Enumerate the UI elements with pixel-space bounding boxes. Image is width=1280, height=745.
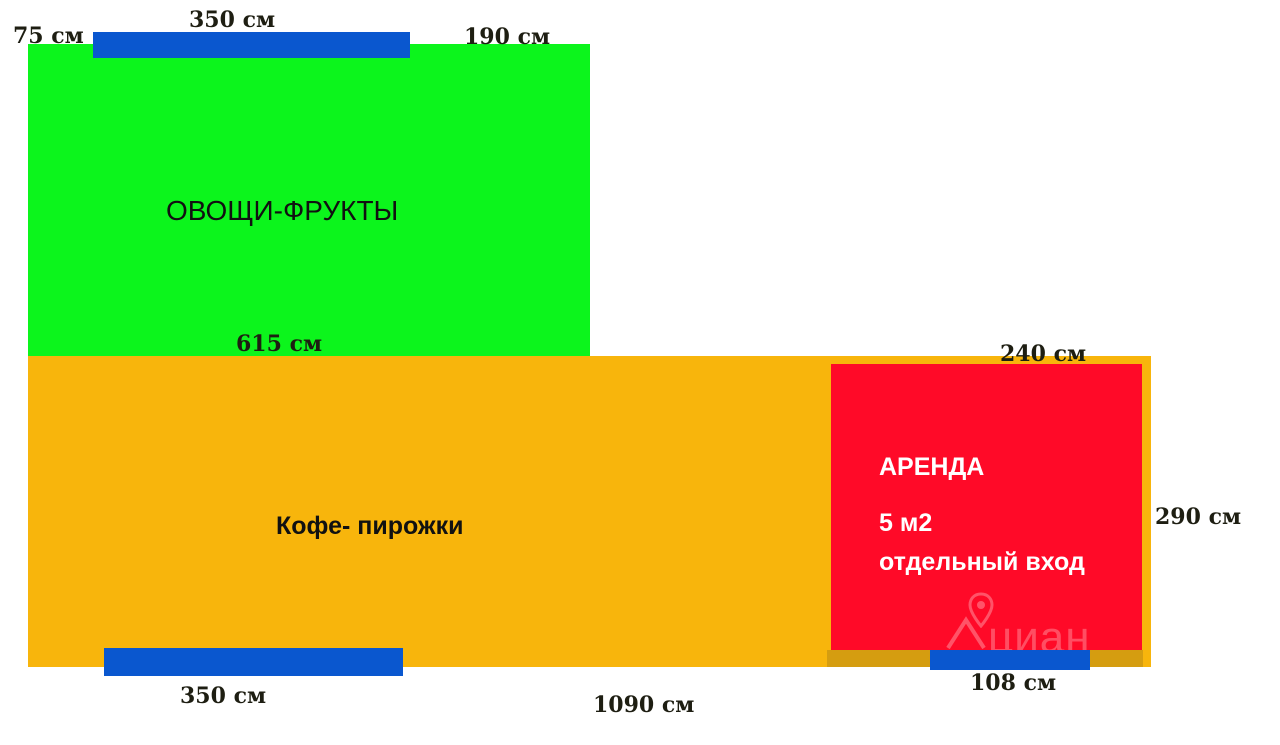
map-pin-icon [968,592,994,628]
dim-top-left-offset: 75 см [13,23,84,49]
veg-zone [28,44,590,356]
rent-zone [831,364,1142,650]
dim-rent-door: 108 см [970,670,1057,696]
door-bottom [104,648,403,676]
door-top [93,32,410,58]
rent-area: 5 м2 [879,509,933,537]
dim-right-height: 290 см [1155,504,1242,530]
dim-total-width: 1090 см [593,692,695,718]
rent-title: АРЕНДА [879,453,985,481]
dim-top-door: 350 см [189,7,276,33]
rent-entrance: отдельный вход [879,548,1085,576]
veg-zone-label: ОВОЩИ-ФРУКТЫ [166,195,399,226]
door-rent [930,650,1090,670]
dim-rent-width: 240 см [1000,341,1087,367]
dim-veg-width: 615 см [236,331,323,357]
dim-bottom-door: 350 см [180,683,267,709]
cafe-zone-label: Кофе- пирожки [276,512,464,540]
dim-top-right-offset: 190 см [464,24,551,50]
logo-mark-icon [946,616,986,650]
